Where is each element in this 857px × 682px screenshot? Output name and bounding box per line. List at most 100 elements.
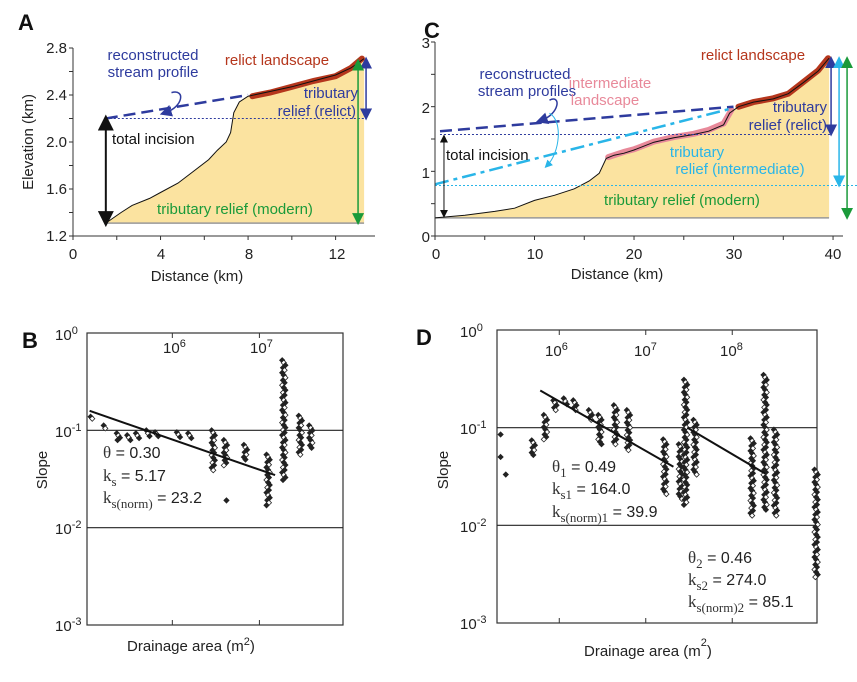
data-point <box>308 444 315 452</box>
data-point <box>502 471 509 478</box>
plot-frame <box>86 332 344 626</box>
annotation-relict-landscape: relict landscape <box>701 47 805 64</box>
callout-arrow-intermediate <box>544 112 559 168</box>
annotation-stream-profile: stream profile <box>108 64 199 81</box>
annotation-relict-landscape: relict landscape <box>225 52 329 69</box>
x-tick-label: 8 <box>245 246 253 263</box>
x-tick-label: 10 <box>527 246 544 263</box>
data-point <box>223 497 230 504</box>
reconstructed-profile-line <box>439 105 734 133</box>
x-tick-label: 108 <box>720 341 743 360</box>
annotation-tributary: tributary <box>304 85 359 102</box>
panel-label-c: C <box>424 18 440 43</box>
y-tick-label: 2.8 <box>46 40 67 57</box>
x-tick-label: 106 <box>545 341 568 360</box>
x-tick-label: 0 <box>69 246 77 263</box>
data-point <box>598 441 605 448</box>
y-tick-label: 10-3 <box>460 614 486 633</box>
y-tick-label: 10-1 <box>55 422 81 441</box>
data-point <box>612 441 619 448</box>
panel-d: D 100 10-1 10-2 10-3 106 107 108 Slope D… <box>416 322 821 660</box>
y-tick-label: 0 <box>422 229 430 246</box>
annotation-relief-intermediate: relief (intermediate) <box>675 161 804 178</box>
y-axis-label: Slope <box>435 451 452 489</box>
data-point <box>693 471 700 478</box>
annotation-theta-2: θ2 = 0.46 <box>688 548 752 571</box>
x-tick-label: 0 <box>432 246 440 263</box>
x-axis-label: Distance (km) <box>571 266 664 283</box>
panel-a: A 2.8 2.4 2.0 1.6 1.2 0 4 8 12 Distance … <box>18 10 375 285</box>
data-point <box>773 512 780 519</box>
x-tick-label: 30 <box>726 246 743 263</box>
y-tick-label: 10-2 <box>460 517 486 536</box>
y-axis-label: Elevation (km) <box>20 94 37 190</box>
annotation-ks: ks = 5.17 <box>103 466 166 489</box>
x-axis-label: Drainage area (m2) <box>127 636 255 655</box>
annotation-ks-norm-1: ks(norm)1 = 39.9 <box>552 502 658 525</box>
annotation-tributary-relief-modern: tributary relief (modern) <box>157 201 313 218</box>
data-point <box>127 436 134 444</box>
stream-profile-line <box>105 58 365 224</box>
annotation-ks1: ks1 = 164.0 <box>552 479 630 502</box>
annotation-landscape: landscape <box>571 92 639 109</box>
callout-arrow <box>159 91 182 117</box>
data-point <box>146 433 153 440</box>
x-axis-label: Distance (km) <box>151 268 244 285</box>
y-tick-label: 1.2 <box>46 228 67 245</box>
data-point <box>220 462 228 469</box>
data-point <box>497 431 504 438</box>
y-tick-label: 100 <box>55 325 78 344</box>
panel-label-b: B <box>22 328 38 353</box>
annotation-reconstructed: reconstructed <box>480 66 571 83</box>
profile-fill <box>105 58 365 224</box>
data-point <box>530 451 537 459</box>
annotation-tributary-relief-modern: tributary relief (modern) <box>604 192 760 209</box>
data-point <box>497 453 504 461</box>
data-point <box>663 490 670 498</box>
data-point <box>242 456 249 463</box>
annotation-total-incision: total incision <box>112 131 195 148</box>
x-tick-label: 106 <box>163 338 186 357</box>
data-point <box>89 415 96 422</box>
annotation-theta-1: θ1 = 0.49 <box>552 457 616 480</box>
profile-fill <box>435 58 830 218</box>
regression-line <box>539 389 674 468</box>
annotation-stream-profiles: stream profiles <box>478 83 576 100</box>
reconstructed-profile-line <box>105 93 249 120</box>
data-point <box>812 573 819 581</box>
data-point <box>263 502 270 509</box>
data-point <box>210 467 217 474</box>
y-tick-label: 100 <box>460 322 483 341</box>
data-point <box>135 434 143 442</box>
panel-c: C 3 2 1 0 0 10 20 30 40 Distance (km) re… <box>422 18 857 283</box>
y-axis-label: Slope <box>34 451 51 489</box>
panel-b: B 100 10-1 10-2 10-3 106 107 Slope Drain… <box>22 325 344 655</box>
plot-frame <box>496 329 818 624</box>
reconstructed-intermediate-line <box>434 106 734 186</box>
data-point <box>680 501 688 508</box>
data-point <box>748 512 756 519</box>
stream-profile-line <box>434 57 830 219</box>
annotation-ks-norm-2: ks(norm)2 = 85.1 <box>688 592 794 615</box>
x-tick-label: 20 <box>626 246 643 263</box>
data-point <box>114 436 121 444</box>
y-tick-label: 10-2 <box>55 519 81 538</box>
x-tick-label: 107 <box>634 341 657 360</box>
annotation-theta: θ = 0.30 <box>103 443 161 462</box>
data-point <box>762 506 770 513</box>
annotation-tributary: tributary <box>773 99 828 116</box>
data-point <box>102 425 109 432</box>
annotation-relief-relict: relief (relict) <box>749 117 827 134</box>
data-point <box>552 406 559 414</box>
data-point <box>540 436 547 443</box>
callout-arrow-relict <box>535 98 558 124</box>
intermediate-landscape-highlight <box>605 106 735 161</box>
y-tick-label: 10-3 <box>55 616 81 635</box>
regression-line <box>89 409 276 477</box>
x-tick-label: 12 <box>329 246 346 263</box>
data-point <box>625 446 632 454</box>
annotation-reconstructed: reconstructed <box>108 47 199 64</box>
data-point <box>188 434 195 442</box>
panel-label-a: A <box>18 10 34 35</box>
